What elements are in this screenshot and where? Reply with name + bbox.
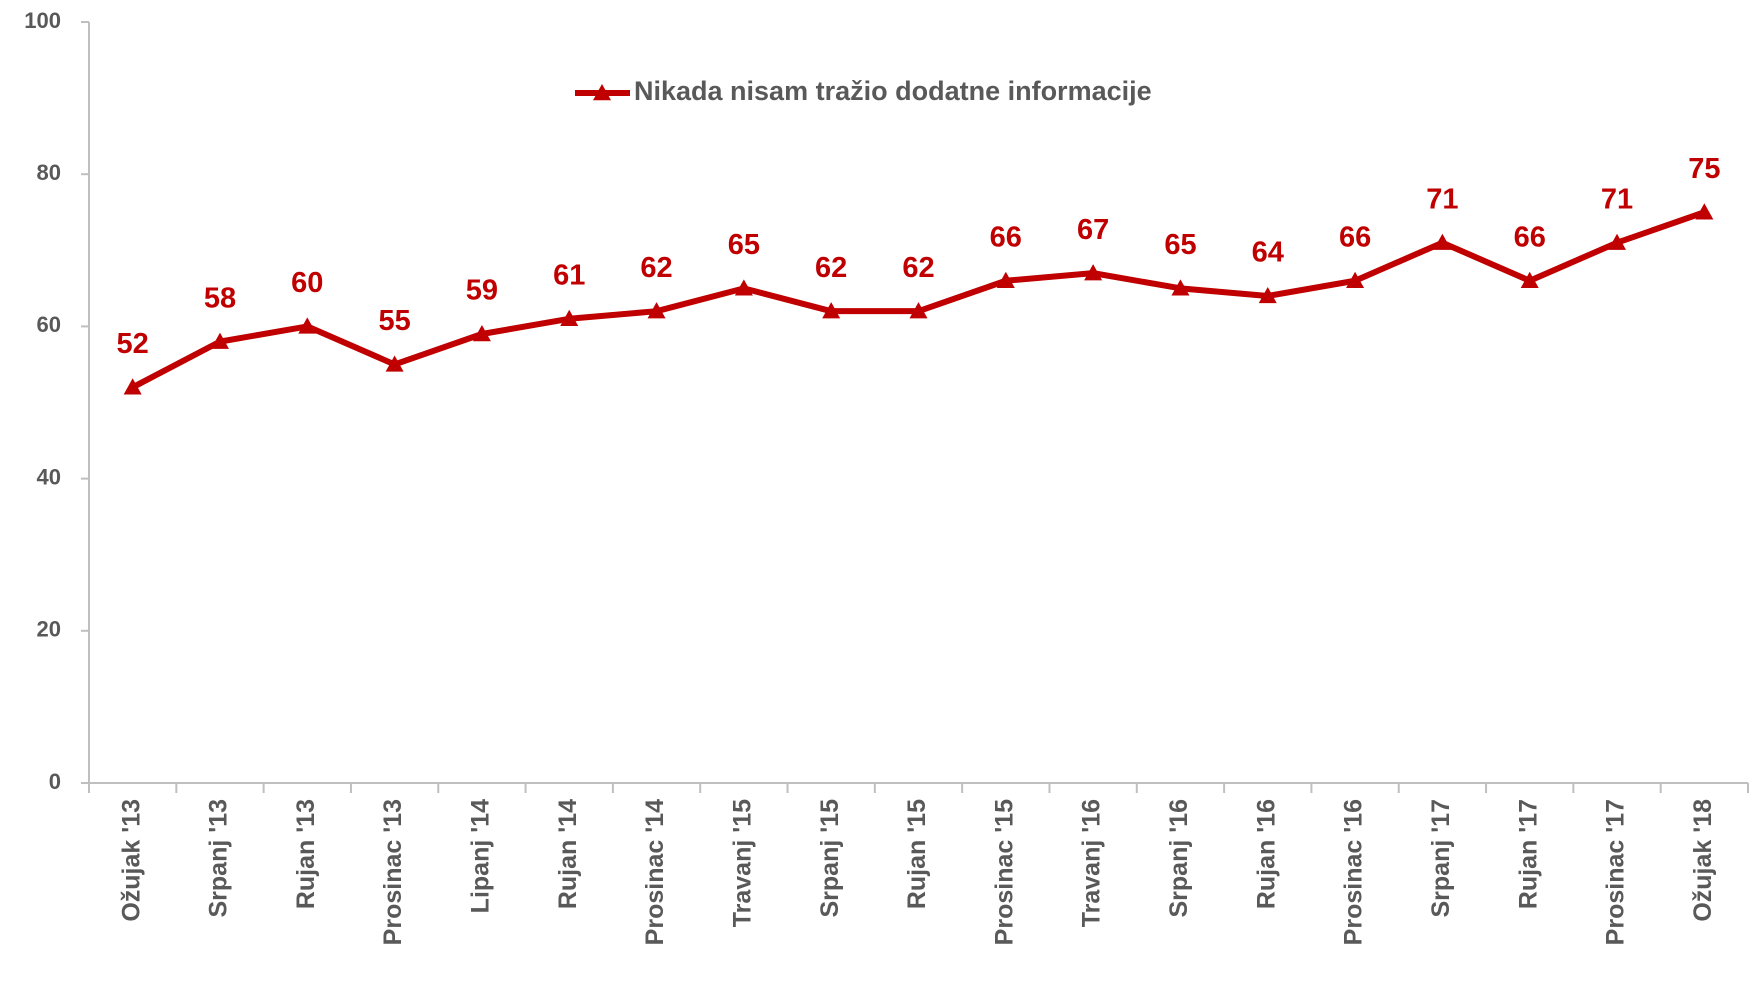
data-label: 75 [1688, 153, 1720, 185]
marker [1258, 286, 1277, 304]
x-tick-label: Rujan '13 [292, 799, 320, 909]
x-tick-label: Prosinac '14 [641, 799, 669, 945]
marker [298, 317, 317, 334]
data-label: 52 [117, 328, 149, 360]
x-tick-label: Travanj '15 [728, 799, 756, 927]
data-label: 62 [902, 252, 934, 284]
x-tick-label: Lipanj '14 [467, 799, 495, 913]
data-label: 71 [1601, 183, 1633, 215]
marker [1608, 233, 1627, 250]
marker [472, 325, 491, 342]
y-tick-label: 80 [37, 160, 61, 185]
marker [1346, 271, 1365, 288]
data-label: 65 [1164, 229, 1196, 261]
y-tick-label: 60 [37, 312, 61, 337]
data-label: 60 [291, 267, 323, 299]
x-tick-label: Travanj '16 [1078, 799, 1106, 927]
line [131, 209, 1706, 390]
y-tick-label: 100 [24, 8, 61, 33]
y-tick-label: 40 [37, 464, 61, 489]
data-label: 59 [466, 275, 498, 307]
data-label: 62 [640, 252, 672, 284]
marker [1171, 279, 1190, 296]
x-tick-label: Prosinac '15 [990, 799, 1018, 945]
data-label: 66 [990, 221, 1022, 253]
marker [647, 302, 666, 319]
x-tick-label: Ožujak '13 [117, 799, 145, 922]
y-tick-label: 0 [49, 769, 61, 794]
marker [1695, 203, 1714, 220]
data-label: 67 [1077, 214, 1109, 246]
data-label: 64 [1252, 237, 1284, 269]
data-label: 71 [1426, 183, 1458, 215]
marker [1520, 271, 1539, 288]
x-tick-label: Prosinac '16 [1340, 799, 1368, 945]
data-label: 62 [815, 252, 847, 284]
marker [123, 378, 142, 395]
x-tick-label: Rujan '15 [903, 799, 931, 909]
marker [822, 302, 841, 319]
data-label: 55 [378, 305, 410, 337]
x-tick-label: Rujan '14 [554, 799, 582, 909]
x-tick-label: Prosinac '17 [1602, 799, 1630, 945]
x-tick-label: Srpanj '17 [1427, 799, 1455, 918]
marker [909, 302, 928, 319]
x-tick-label: Ožujak '18 [1689, 799, 1717, 922]
x-tick-label: Srpanj '13 [205, 799, 233, 918]
legend-label: Nikada nisam tražio dodatne informacije [634, 76, 1152, 106]
data-label: 61 [553, 259, 585, 291]
data-label: 66 [1514, 221, 1546, 253]
data-label: 65 [728, 229, 760, 261]
marker [560, 309, 579, 326]
marker [1084, 264, 1103, 281]
x-tick-label: Rujan '17 [1514, 799, 1542, 909]
marker [1433, 233, 1452, 250]
marker [734, 279, 753, 296]
legend-marker [593, 84, 611, 101]
marker [996, 271, 1015, 288]
x-tick-label: Srpanj '16 [1165, 799, 1193, 918]
y-tick-label: 20 [37, 617, 61, 642]
marker [385, 355, 404, 372]
x-tick-label: Srpanj '15 [816, 799, 844, 918]
data-label: 58 [204, 282, 236, 314]
marker [210, 332, 229, 349]
x-tick-label: Rujan '16 [1252, 799, 1280, 909]
data-label: 66 [1339, 221, 1371, 253]
x-tick-label: Prosinac '13 [379, 799, 407, 945]
